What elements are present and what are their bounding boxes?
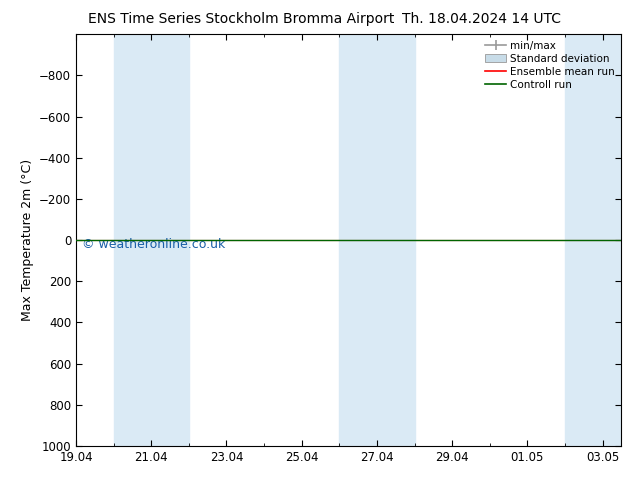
Bar xyxy=(565,34,621,446)
Bar xyxy=(113,34,189,446)
Text: © weatheronline.co.uk: © weatheronline.co.uk xyxy=(82,238,225,251)
Bar xyxy=(339,34,415,446)
Legend: min/max, Standard deviation, Ensemble mean run, Controll run: min/max, Standard deviation, Ensemble me… xyxy=(481,36,619,94)
Text: Th. 18.04.2024 14 UTC: Th. 18.04.2024 14 UTC xyxy=(403,12,561,26)
Text: ENS Time Series Stockholm Bromma Airport: ENS Time Series Stockholm Bromma Airport xyxy=(87,12,394,26)
Y-axis label: Max Temperature 2m (°C): Max Temperature 2m (°C) xyxy=(20,159,34,321)
